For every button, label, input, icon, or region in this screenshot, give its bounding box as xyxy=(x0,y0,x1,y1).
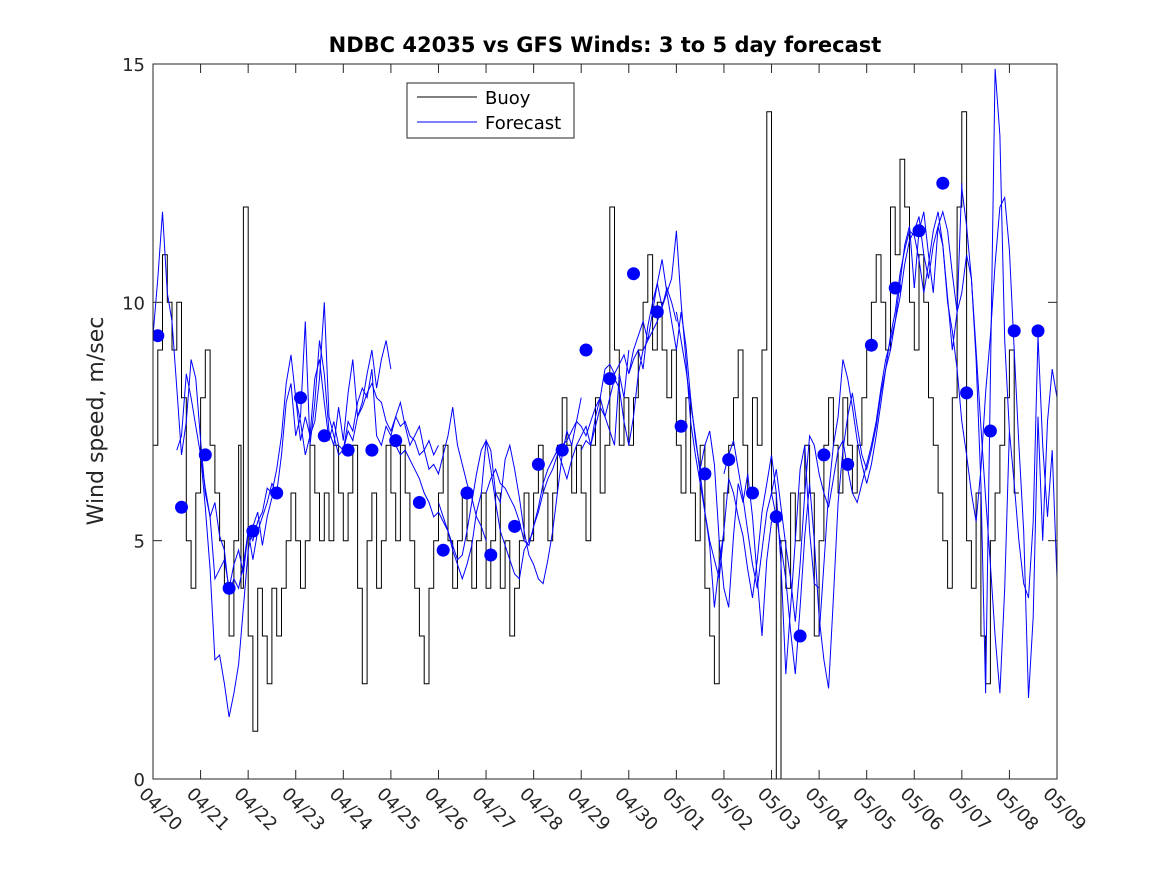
data-point-marker xyxy=(650,305,664,319)
series-line-forecast-run-4 xyxy=(295,302,439,457)
data-point-marker xyxy=(246,524,260,538)
series-line-buoy xyxy=(153,111,1019,779)
data-point-marker xyxy=(841,457,855,471)
data-point-marker xyxy=(270,486,284,500)
data-point-marker xyxy=(365,443,379,457)
series-line-forecast-run-3 xyxy=(247,321,392,560)
data-point-marker xyxy=(508,519,522,533)
data-point-marker xyxy=(1007,324,1021,338)
data-point-marker xyxy=(579,343,593,357)
series-line-forecast-run-14 xyxy=(771,225,915,689)
data-point-marker xyxy=(698,467,712,481)
series-line-forecast-run-15 xyxy=(818,183,963,637)
data-point-marker xyxy=(555,443,569,457)
data-point-marker xyxy=(603,372,617,386)
series-line-forecast-run-17 xyxy=(913,195,1057,699)
data-point-marker xyxy=(888,281,902,295)
legend-label-forecast: Forecast xyxy=(485,113,561,134)
data-point-marker xyxy=(460,486,474,500)
series-line-forecast-run-10 xyxy=(580,230,725,608)
data-point-marker xyxy=(389,434,403,448)
data-point-marker xyxy=(960,386,974,400)
data-point-marker xyxy=(294,391,307,405)
data-point-marker xyxy=(436,543,450,557)
data-point-marker xyxy=(1031,324,1045,338)
data-point-marker xyxy=(153,329,165,343)
data-point-marker xyxy=(912,224,926,238)
data-point-marker xyxy=(222,581,236,595)
data-point-marker xyxy=(531,457,545,471)
data-point-marker xyxy=(484,548,498,562)
series-line-forecast-run-1 xyxy=(176,373,273,718)
plot-area-border xyxy=(152,63,1058,780)
series-line-forecast-run-5 xyxy=(342,382,487,541)
data-point-marker xyxy=(412,496,426,509)
series-line-forecast-run-18 xyxy=(961,187,1057,694)
legend-label-buoy: Buoy xyxy=(485,88,531,109)
y-tick-label: 15 xyxy=(122,55,145,76)
data-point-marker xyxy=(983,424,997,438)
data-point-marker xyxy=(936,176,950,190)
y-tick-label: 0 xyxy=(134,770,145,791)
data-point-marker xyxy=(317,429,331,443)
data-point-marker xyxy=(746,486,759,500)
data-point-marker xyxy=(341,443,355,457)
chart-title: NDBC 42035 vs GFS Winds: 3 to 5 day fore… xyxy=(329,33,882,57)
data-point-marker xyxy=(864,338,878,352)
data-point-marker xyxy=(817,448,831,462)
series-line-forecast-run-7 xyxy=(438,397,582,585)
y-tick-label: 10 xyxy=(122,293,145,314)
series-line-forecast-run-13 xyxy=(723,433,868,622)
series-line-forecast-run-6 xyxy=(390,439,535,580)
y-tick-label: 5 xyxy=(134,532,145,553)
data-point-marker xyxy=(722,453,736,467)
data-point-marker xyxy=(627,267,640,281)
legend: Buoy Forecast xyxy=(406,82,575,139)
data-point-marker xyxy=(674,419,688,433)
legend-box xyxy=(406,82,575,139)
y-axis-label: Wind speed, m/sec xyxy=(84,317,109,526)
data-point-marker xyxy=(175,500,188,514)
series-line-forecast-run-11 xyxy=(628,259,772,637)
data-point-marker xyxy=(769,510,783,524)
data-point-marker xyxy=(198,448,212,462)
data-point-marker xyxy=(793,629,807,643)
